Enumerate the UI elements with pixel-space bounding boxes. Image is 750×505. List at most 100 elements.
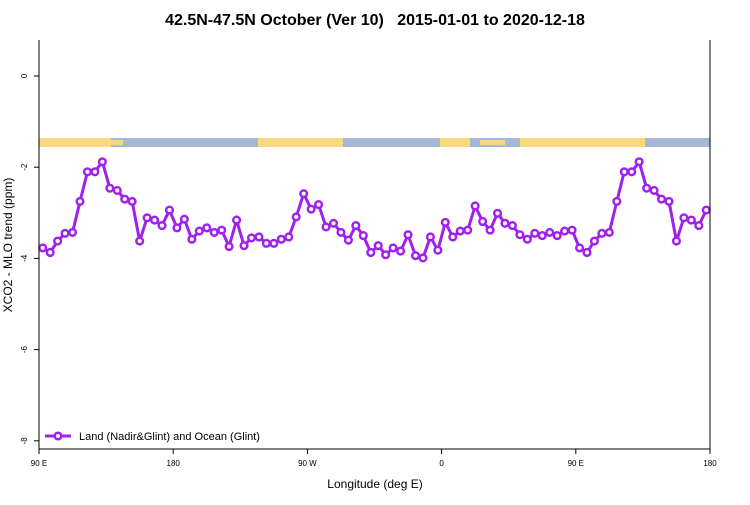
data-point	[194, 226, 204, 236]
data-point	[671, 236, 682, 246]
data-point	[478, 216, 488, 227]
data-point	[440, 217, 450, 227]
x-tick-label: 90 W	[298, 459, 317, 468]
y-axis-label: XCO2 - MLO trend (ppm)	[1, 178, 15, 313]
data-point	[515, 230, 525, 240]
data-point	[239, 241, 249, 251]
data-point	[619, 167, 629, 177]
data-point	[224, 242, 234, 252]
data-point	[53, 236, 63, 246]
data-point	[187, 234, 197, 244]
x-tick-label: 180	[167, 459, 181, 468]
data-point	[142, 213, 152, 223]
data-point	[560, 226, 570, 236]
x-axis-label: Longitude (deg E)	[327, 477, 422, 491]
data-point	[567, 225, 577, 235]
data-point	[627, 167, 637, 177]
data-point	[60, 228, 70, 238]
data-point	[150, 215, 160, 225]
data-point	[656, 194, 667, 204]
data-point	[179, 214, 189, 224]
data-point	[284, 232, 294, 242]
y-tick-label: -8	[20, 437, 29, 445]
data-point	[537, 231, 547, 241]
data-point	[321, 222, 331, 232]
data-point	[582, 247, 592, 258]
data-point	[530, 228, 540, 238]
data-point	[701, 205, 711, 215]
data-point	[112, 185, 122, 196]
y-tick-label: -6	[20, 345, 29, 353]
data-point	[448, 232, 458, 242]
data-point	[261, 238, 271, 248]
data-point	[381, 250, 391, 260]
data-point	[634, 157, 644, 167]
data-point	[202, 223, 212, 233]
data-point	[157, 221, 167, 231]
data-point	[45, 247, 55, 258]
data-point	[470, 201, 480, 211]
y-tick-label: -4	[20, 254, 29, 262]
data-point	[410, 251, 421, 261]
data-point	[127, 196, 137, 206]
data-point	[574, 243, 585, 253]
data-point	[522, 234, 532, 244]
data-point	[97, 157, 107, 167]
data-point	[314, 200, 324, 210]
data-point	[500, 218, 510, 228]
data-point	[403, 230, 413, 240]
data-point	[552, 231, 562, 241]
data-point	[328, 218, 339, 228]
data-point	[418, 253, 428, 263]
data-point	[343, 235, 353, 245]
data-point	[612, 196, 622, 206]
data-point	[254, 232, 264, 242]
data-point	[299, 189, 309, 199]
data-point	[38, 243, 48, 253]
data-point	[105, 183, 115, 193]
data-point	[485, 225, 495, 235]
data-point	[336, 227, 346, 237]
x-tick-label: 180	[703, 459, 717, 468]
x-tick-label: 90 E	[31, 459, 47, 468]
y-tick-label: 0	[20, 73, 29, 78]
data-point	[455, 226, 465, 236]
data-point	[120, 194, 130, 204]
legend-label: Land (Nadir&Glint) and Ocean (Glint)	[79, 431, 260, 443]
x-tick-label: 0	[439, 459, 444, 468]
data-point	[209, 227, 219, 237]
data-point	[232, 215, 242, 225]
chart-title: 42.5N-47.5N October (Ver 10) 2015-01-01 …	[165, 12, 585, 29]
data-point	[642, 183, 652, 193]
data-point	[351, 221, 361, 231]
data-point	[68, 227, 78, 237]
land-ocean-strip	[39, 138, 710, 147]
data-point	[433, 245, 443, 255]
data-point	[217, 225, 227, 235]
data-point	[82, 167, 93, 177]
plot-frame	[38, 40, 711, 450]
data-point	[492, 208, 503, 218]
data-point	[164, 205, 175, 215]
data-point	[135, 236, 145, 246]
data-point	[604, 227, 614, 237]
data-point	[597, 228, 607, 238]
data-point	[90, 167, 100, 177]
data-point	[246, 233, 257, 243]
data-point	[366, 247, 376, 258]
data-point	[649, 185, 659, 196]
data-point	[545, 227, 555, 237]
data-point	[306, 204, 316, 214]
data-point	[75, 196, 85, 206]
data-point	[664, 196, 674, 206]
data-point	[269, 238, 279, 248]
data-point	[686, 215, 696, 225]
data-point	[694, 221, 704, 231]
data-point	[388, 243, 398, 253]
data-point	[358, 231, 368, 241]
data-point	[589, 236, 599, 246]
x-tick-label: 90 E	[568, 459, 584, 468]
data-point	[679, 213, 689, 223]
data-point	[291, 212, 301, 222]
